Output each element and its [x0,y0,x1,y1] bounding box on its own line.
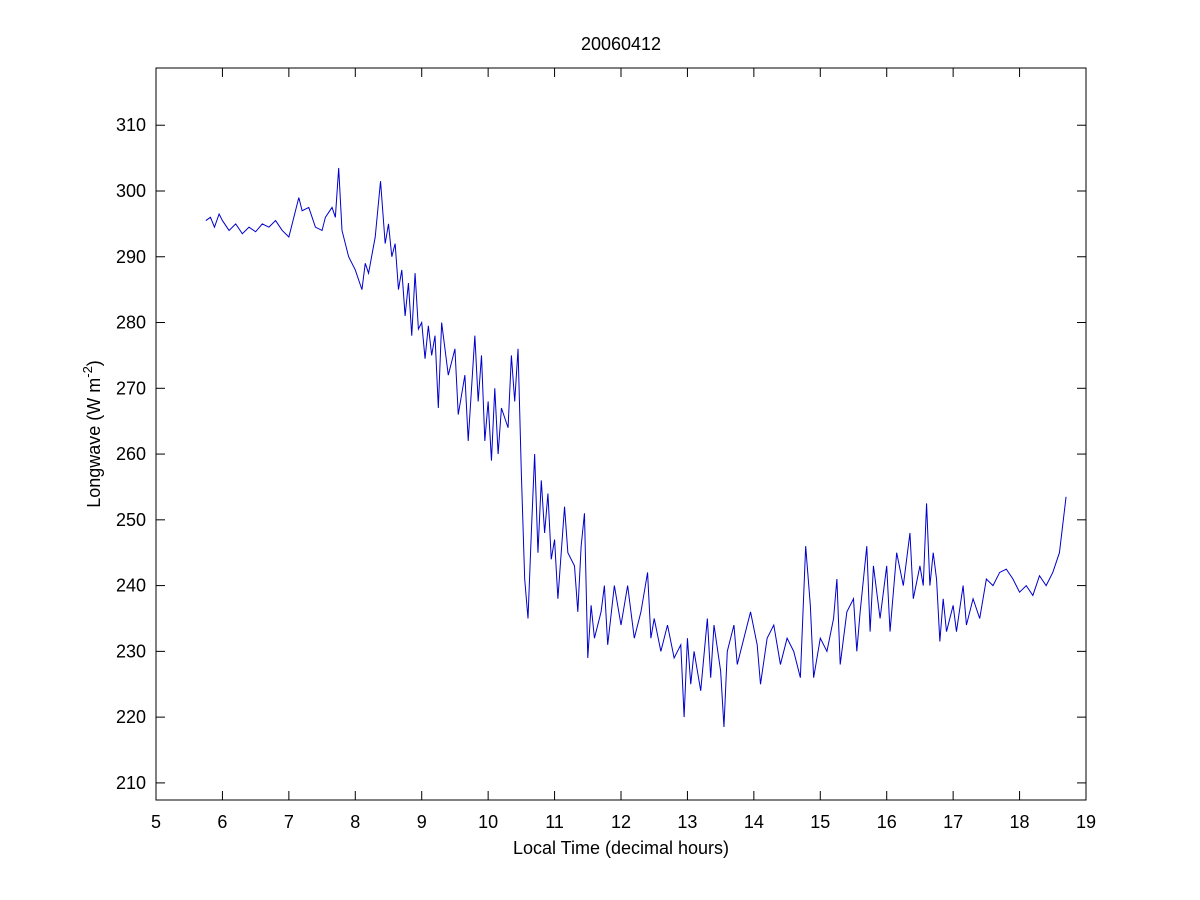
y-label-suffix: ) [84,360,104,366]
y-tick-label: 290 [116,247,146,267]
x-tick-label: 12 [611,812,631,832]
y-tick-label: 230 [116,641,146,661]
y-tick-label: 240 [116,576,146,596]
y-tick-label: 270 [116,378,146,398]
y-tick-label: 300 [116,181,146,201]
y-label-text: Longwave (W m [84,378,104,508]
y-axis-label: Longwave (W m-2) [80,360,104,508]
y-tick-label: 280 [116,313,146,333]
x-tick-label: 15 [810,812,830,832]
x-tick-label: 13 [677,812,697,832]
x-tick-label: 8 [350,812,360,832]
data-line [205,167,1067,728]
chart-title: 20060412 [581,34,661,54]
y-tick-label: 310 [116,115,146,135]
x-tick-label: 18 [1010,812,1030,832]
x-tick-label: 6 [217,812,227,832]
y-tick-label: 250 [116,510,146,530]
x-tick-label: 14 [744,812,764,832]
x-axis-label: Local Time (decimal hours) [513,838,729,858]
x-tick-label: 16 [877,812,897,832]
x-tick-label: 10 [478,812,498,832]
y-label-superscript: -2 [80,366,95,378]
x-tick-label: 7 [284,812,294,832]
x-tick-label: 9 [417,812,427,832]
y-tick-label: 220 [116,707,146,727]
y-tick-label: 210 [116,773,146,793]
x-tick-label: 17 [943,812,963,832]
x-tick-label: 11 [545,812,564,832]
y-tick-label: 260 [116,444,146,464]
x-tick-label: 5 [151,812,161,832]
x-tick-label: 19 [1076,812,1096,832]
